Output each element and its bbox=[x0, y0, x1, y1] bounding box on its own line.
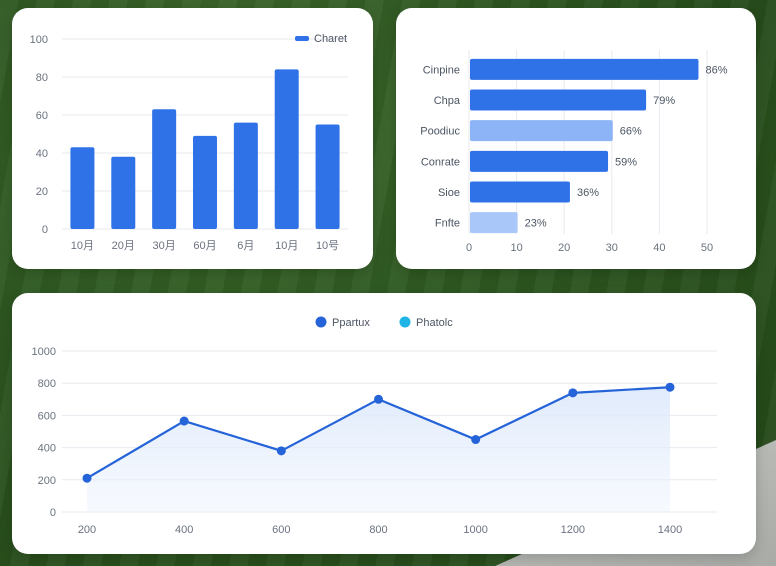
data-point bbox=[568, 388, 578, 398]
x-tick-label: 10号 bbox=[316, 239, 339, 252]
bar bbox=[315, 124, 340, 229]
bar bbox=[470, 150, 609, 172]
legend-marker bbox=[315, 316, 327, 328]
bar bbox=[70, 147, 95, 229]
line-chart: 0 200 400 600 800 1000 200 400 600 800 1000 1200 140… bbox=[32, 316, 717, 536]
data-label: 59% bbox=[615, 156, 637, 168]
data-point bbox=[471, 435, 481, 445]
bar bbox=[233, 122, 258, 229]
bar bbox=[470, 58, 699, 80]
x-tick-label: 10月 bbox=[275, 240, 298, 252]
y-tick-label: 800 bbox=[38, 378, 56, 390]
x-tick-label: 0 bbox=[466, 242, 472, 254]
bar bbox=[470, 181, 570, 203]
x-tick-label: 600 bbox=[272, 524, 290, 536]
data-label: 86% bbox=[705, 64, 727, 76]
y-tick-label: 200 bbox=[38, 475, 56, 487]
x-tick-label: 20 bbox=[558, 242, 570, 254]
y-tick-label: 600 bbox=[38, 410, 56, 422]
x-tick-label: 6月 bbox=[237, 240, 254, 252]
x-tick-label: 1200 bbox=[561, 524, 585, 536]
category-label: Cinpine bbox=[423, 64, 460, 76]
y-tick-label: 1000 bbox=[32, 346, 56, 358]
bar-chart: 0 20 40 60 80 100 Charet 10月 20月 30月 60月 6月 10月 10号 bbox=[30, 33, 348, 252]
bar bbox=[274, 69, 299, 230]
x-tick-label: 1000 bbox=[463, 524, 487, 536]
data-label: 79% bbox=[653, 95, 675, 107]
y-tick-label: 0 bbox=[42, 224, 48, 236]
bar bbox=[152, 109, 177, 229]
bar bbox=[111, 156, 136, 229]
x-tick-label: 200 bbox=[78, 524, 96, 536]
bar bbox=[470, 89, 647, 111]
data-label: 36% bbox=[577, 187, 599, 199]
category-label: Sioe bbox=[438, 187, 460, 199]
horizontal-bar-chart-card: 0 10 20 30 40 50 Cinpine 86% Chpa 79% Poodiuc 66% Co… bbox=[396, 8, 756, 269]
legend-label: Charet bbox=[314, 33, 347, 45]
y-tick-label: 40 bbox=[36, 148, 48, 160]
horizontal-bar-chart: 0 10 20 30 40 50 Cinpine 86% Chpa 79% Poodiuc 66% Co… bbox=[420, 50, 728, 254]
legend-label: Ppartux bbox=[332, 317, 370, 329]
line-chart-card: 0 200 400 600 800 1000 200 400 600 800 1000 1200 140… bbox=[12, 293, 756, 554]
x-tick-label: 1400 bbox=[658, 524, 682, 536]
y-tick-label: 0 bbox=[50, 507, 56, 519]
x-tick-label: 400 bbox=[175, 524, 193, 536]
legend-marker bbox=[399, 316, 411, 328]
y-tick-label: 60 bbox=[36, 110, 48, 122]
data-point bbox=[179, 416, 189, 426]
y-tick-label: 80 bbox=[36, 72, 48, 84]
bar bbox=[470, 212, 518, 234]
bar bbox=[193, 135, 217, 229]
data-label: 23% bbox=[525, 218, 547, 230]
x-tick-label: 60月 bbox=[193, 240, 216, 252]
bar bbox=[470, 120, 613, 142]
x-tick-label: 10 bbox=[510, 242, 522, 254]
x-tick-label: 50 bbox=[701, 242, 713, 254]
data-point bbox=[82, 473, 92, 483]
bar-chart-card: 0 20 40 60 80 100 Charet 10月 20月 30月 60月 6月 10月 10号 bbox=[12, 8, 373, 269]
data-point bbox=[374, 394, 383, 404]
legend-swatch bbox=[295, 36, 309, 41]
category-label: Chpa bbox=[434, 95, 461, 107]
data-point bbox=[665, 382, 675, 392]
data-label: 66% bbox=[620, 126, 642, 138]
y-tick-label: 100 bbox=[30, 34, 48, 46]
x-tick-label: 10月 bbox=[71, 240, 94, 252]
series-area bbox=[87, 387, 670, 512]
x-tick-label: 30月 bbox=[153, 240, 176, 252]
category-label: Conrate bbox=[421, 156, 460, 168]
category-label: Poodiuc bbox=[420, 126, 460, 138]
y-tick-label: 400 bbox=[38, 443, 56, 455]
x-tick-label: 20月 bbox=[112, 240, 135, 252]
x-tick-label: 800 bbox=[369, 524, 387, 536]
data-point bbox=[276, 446, 286, 456]
y-tick-label: 20 bbox=[36, 186, 48, 198]
category-label: Fnfte bbox=[435, 218, 460, 230]
x-tick-label: 30 bbox=[606, 242, 618, 254]
legend-label: Phatolc bbox=[416, 317, 453, 329]
x-tick-label: 40 bbox=[653, 242, 665, 254]
